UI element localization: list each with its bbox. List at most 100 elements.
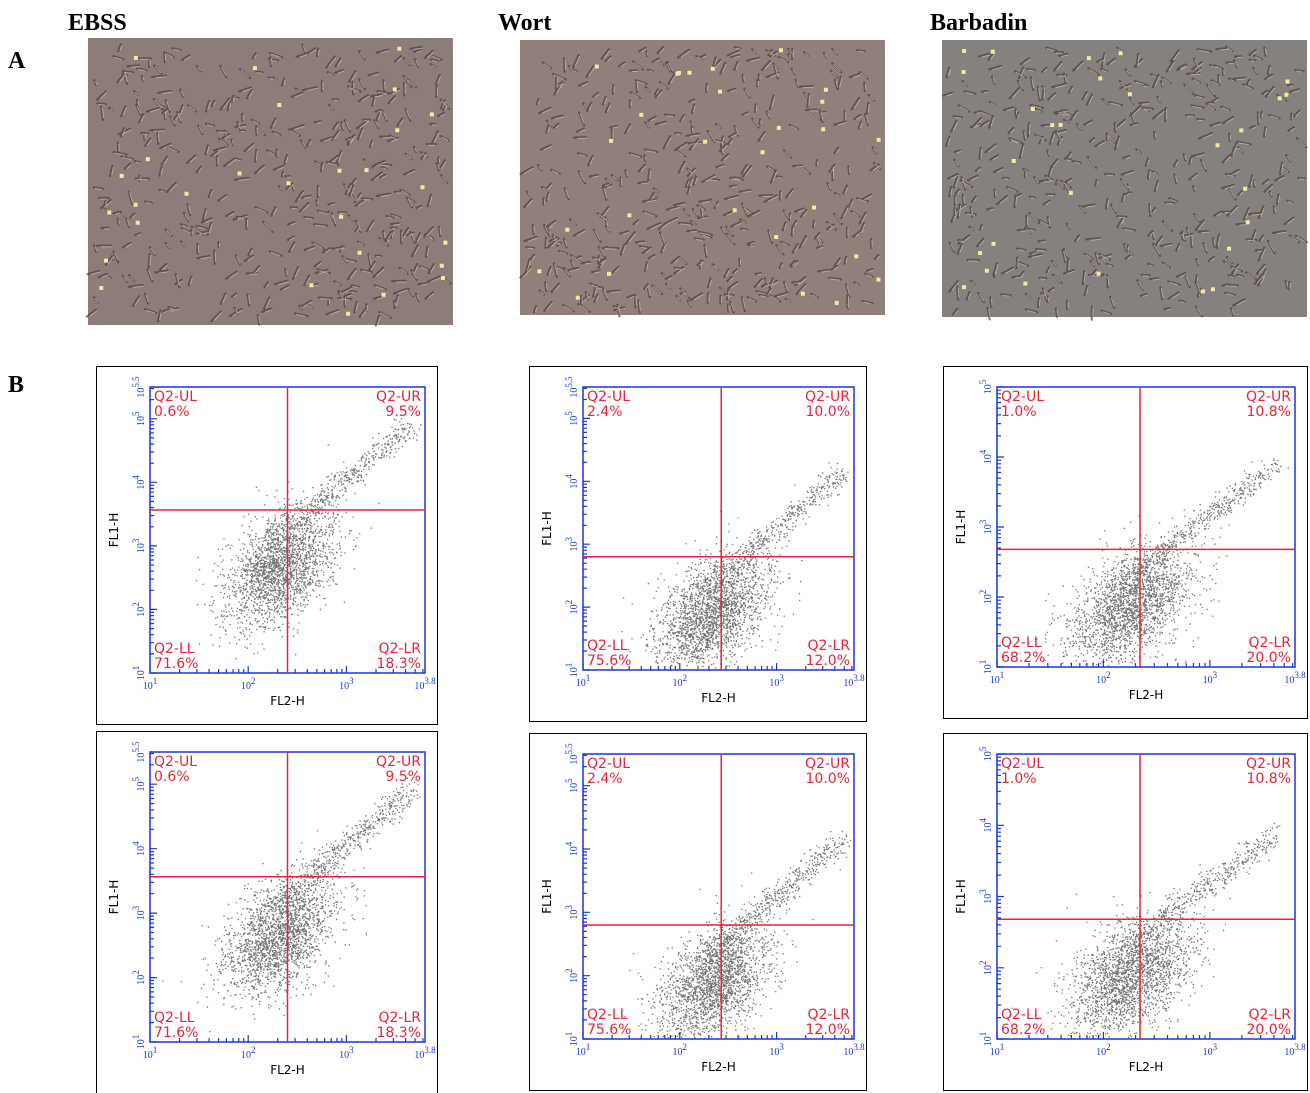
y-tick-label: 102 <box>131 970 147 985</box>
x-tick-label: 103 <box>769 1042 784 1058</box>
quadrant-percent: 9.5% <box>385 404 421 420</box>
x-tick-label: 101 <box>576 1042 591 1058</box>
tick-exp: 3 <box>349 1045 354 1055</box>
tick-base: 10 <box>136 975 147 985</box>
quadrant-label: Q2-LR <box>1248 635 1291 651</box>
quadrant-label: Q2-UR <box>805 389 850 405</box>
quadrant-percent: 12.0% <box>806 653 850 669</box>
tick-base: 10 <box>843 678 853 689</box>
tick-base: 10 <box>769 1047 779 1058</box>
plot-box <box>943 366 1308 719</box>
quadrant-label: Q2-UL <box>154 754 197 770</box>
panel-label: B <box>8 372 24 398</box>
tick-exp: 2 <box>251 676 256 686</box>
tick-base: 10 <box>241 681 251 692</box>
quadrant-percent: 10.8% <box>1247 771 1291 787</box>
tick-base: 10 <box>990 675 1000 686</box>
tick-exp: 3 <box>1213 670 1218 680</box>
x-axis-label: FL2-H <box>270 1063 305 1077</box>
axis-ticks <box>996 753 1294 1040</box>
quadrant-percent: 20.0% <box>1247 650 1291 666</box>
tick-exp: 1 <box>1000 1042 1005 1052</box>
tick-base: 10 <box>769 678 779 689</box>
tick-base: 10 <box>990 1047 1000 1058</box>
tick-base: 10 <box>143 1050 153 1061</box>
plot-box <box>943 733 1308 1091</box>
tick-base: 10 <box>136 416 147 426</box>
tick-base: 10 <box>136 543 147 553</box>
tick-base: 10 <box>983 894 994 904</box>
tick-exp: 3 <box>131 905 141 910</box>
quadrant-percent: 18.3% <box>377 1025 421 1041</box>
y-tick-label: 103 <box>978 889 994 904</box>
y-axis-label: FL1-H <box>954 879 968 914</box>
tick-exp: 3 <box>564 905 574 910</box>
tick-base: 10 <box>1203 675 1213 686</box>
y-tick-label: 101 <box>564 1032 580 1047</box>
x-tick-label: 102 <box>1096 670 1111 686</box>
y-tick-label: 103 <box>131 538 147 553</box>
y-axis-label: FL1-H <box>107 880 121 915</box>
tick-exp: 5 <box>978 746 988 751</box>
tick-exp: 3 <box>349 676 354 686</box>
quadrant-percent: 10.0% <box>806 404 850 420</box>
y-tick-label: 103 <box>131 905 147 920</box>
tick-base: 10 <box>576 678 586 689</box>
y-tick-label: 102 <box>978 590 994 605</box>
quadrant-percent: 71.6% <box>154 656 198 672</box>
y-tick-label: 101 <box>131 666 147 681</box>
tick-exp: 1 <box>1000 670 1005 680</box>
tick-base: 10 <box>136 910 147 920</box>
quadrant-label: Q2-UL <box>1001 389 1044 405</box>
x-tick-label: 103 <box>339 676 354 692</box>
tick-exp: 5.5 <box>564 743 574 755</box>
tick-base: 10 <box>569 910 580 920</box>
tick-exp: 2 <box>251 1045 256 1055</box>
tick-base: 10 <box>569 755 580 765</box>
tick-exp: 1 <box>978 660 988 665</box>
x-tick-label: 103 <box>1203 1042 1218 1058</box>
tick-base: 10 <box>339 681 349 692</box>
tick-exp: 2 <box>131 970 141 975</box>
tick-base: 10 <box>136 781 147 791</box>
x-tick-label: 102 <box>241 676 256 692</box>
tick-exp: 4 <box>564 841 574 846</box>
tick-exp: 3.8 <box>1294 670 1306 680</box>
tick-base: 10 <box>1284 1047 1294 1058</box>
tick-exp: 4 <box>978 449 988 454</box>
quadrant-percent: 0.6% <box>154 769 190 785</box>
tick-base: 10 <box>983 751 994 761</box>
quadrant-label: Q2-UL <box>587 389 630 405</box>
x-tick-label: 101 <box>990 670 1005 686</box>
x-tick-label: 101 <box>143 676 158 692</box>
tick-base: 10 <box>569 604 580 614</box>
y-tick-label: 101 <box>131 1035 147 1050</box>
tick-base: 10 <box>673 678 683 689</box>
tick-base: 10 <box>983 664 994 674</box>
y-tick-label: 105 <box>564 778 580 793</box>
tick-base: 10 <box>136 607 147 617</box>
quadrant-percent: 10.8% <box>1247 404 1291 420</box>
x-tick-label: 103.8 <box>843 673 865 689</box>
tick-base: 10 <box>569 541 580 551</box>
y-tick-label: 104 <box>131 475 147 490</box>
column-title: EBSS <box>68 10 127 36</box>
y-tick-label: 102 <box>131 602 147 617</box>
tick-base: 10 <box>983 384 994 394</box>
tick-exp: 3.8 <box>1294 1042 1306 1052</box>
y-tick-label: 103 <box>978 519 994 534</box>
tick-base: 10 <box>1203 1047 1213 1058</box>
quadrant-label: Q2-UL <box>154 389 197 405</box>
micrograph <box>88 38 453 325</box>
tick-exp: 2 <box>978 590 988 595</box>
x-tick-label: 103.8 <box>1284 670 1306 686</box>
tick-base: 10 <box>136 670 147 680</box>
axis-ticks <box>582 387 853 671</box>
y-axis-label: FL1-H <box>540 879 554 914</box>
quadrant-label: Q2-LL <box>154 1010 195 1026</box>
tick-base: 10 <box>136 388 147 398</box>
tick-exp: 4 <box>131 841 141 846</box>
quadrant-label: Q2-UL <box>587 756 630 772</box>
column-title: Wort <box>498 10 551 36</box>
